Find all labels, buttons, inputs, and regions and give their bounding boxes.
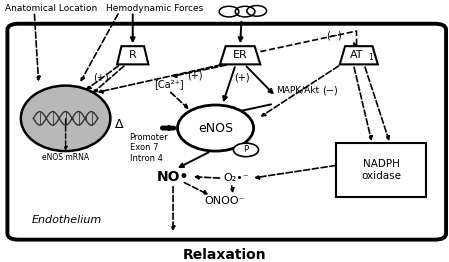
Text: P: P [243,145,249,154]
Text: Promoter
Exon 7
Intron 4: Promoter Exon 7 Intron 4 [130,133,168,163]
Text: O₂•⁻: O₂•⁻ [223,173,248,183]
Text: (+): (+) [188,71,203,81]
Text: Endothelium: Endothelium [32,215,102,225]
Text: (−): (−) [322,85,338,95]
Text: Hemodynamic Forces: Hemodynamic Forces [106,4,203,13]
Text: [Ca²⁺]: [Ca²⁺] [154,79,183,89]
Polygon shape [340,46,378,64]
Text: ONOO⁻: ONOO⁻ [204,196,245,206]
Text: (+): (+) [93,72,109,82]
Text: Anatomical Location: Anatomical Location [5,4,97,13]
Polygon shape [220,46,260,64]
Text: AT: AT [350,50,363,60]
Text: Relaxation: Relaxation [183,248,266,262]
FancyBboxPatch shape [8,24,446,240]
Text: R: R [129,50,136,60]
Text: eNOS mRNA: eNOS mRNA [42,153,89,162]
Text: MAPK/Akt: MAPK/Akt [276,86,319,95]
Ellipse shape [21,86,110,151]
Ellipse shape [177,105,254,151]
Text: eNOS: eNOS [198,122,233,135]
Text: 1: 1 [369,53,374,62]
Text: ER: ER [233,50,247,60]
Text: (−): (−) [326,31,342,41]
Text: (+): (+) [233,72,249,82]
FancyBboxPatch shape [336,143,426,197]
Circle shape [233,143,259,157]
Text: NADPH
oxidase: NADPH oxidase [361,159,401,181]
Text: Δ: Δ [115,118,124,132]
Text: NO•: NO• [157,170,189,184]
Polygon shape [117,46,149,64]
